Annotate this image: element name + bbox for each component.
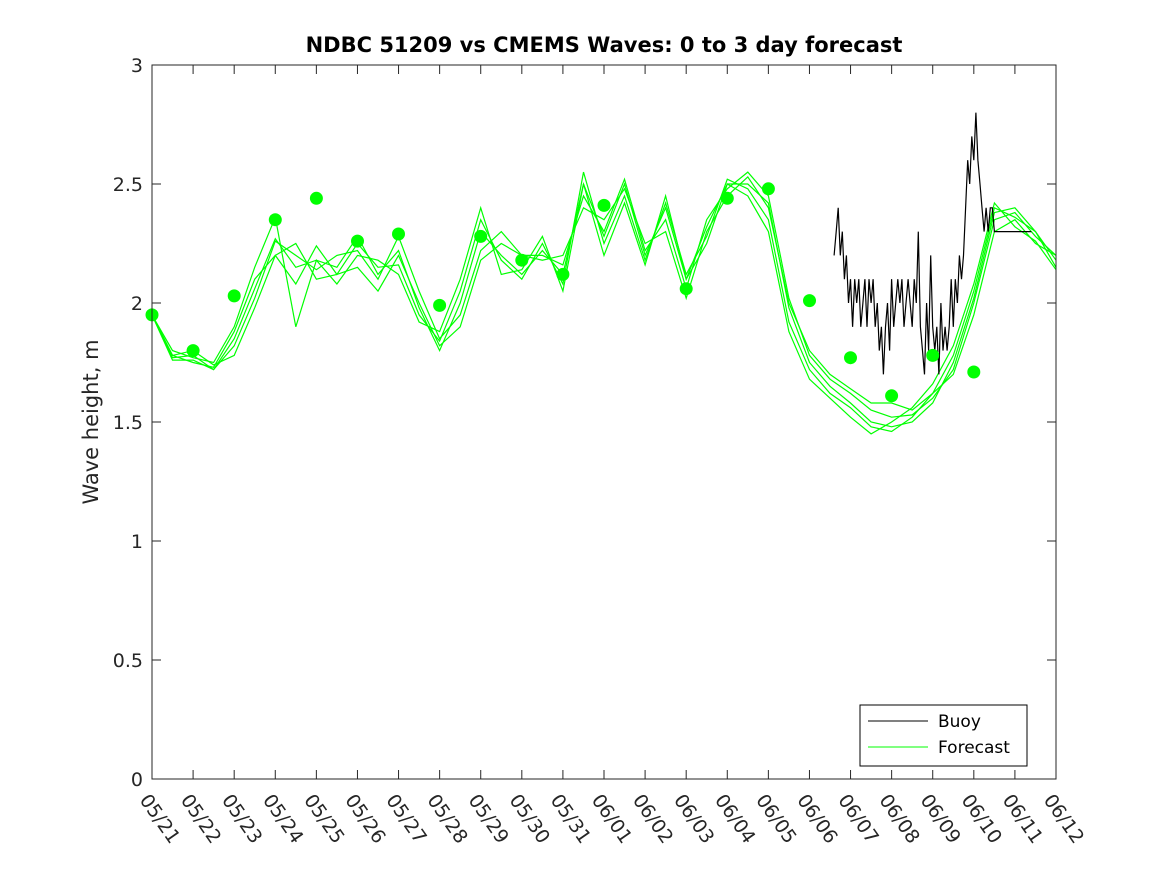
forecast-marker	[844, 351, 857, 365]
y-tick-label: 0.5	[113, 650, 143, 672]
legend-box	[859, 704, 1028, 767]
forecast-marker	[186, 344, 200, 358]
y-tick-label: 0	[131, 769, 143, 791]
forecast-marker	[351, 234, 364, 248]
forecast-marker	[309, 191, 323, 205]
y-tick-label: 3	[131, 55, 143, 77]
forecast-marker	[392, 227, 405, 241]
forecast-marker	[556, 267, 570, 281]
series-layer	[151, 112, 1057, 435]
y-tick-label: 2.5	[113, 174, 143, 196]
forecast-marker	[679, 282, 693, 296]
series-line-forecast-2	[151, 181, 1057, 428]
legend-label-buoy: Buoy	[938, 712, 981, 732]
plot-area	[152, 65, 1056, 779]
forecast-marker	[515, 253, 529, 267]
forecast-marker	[926, 348, 940, 362]
y-tick-label: 1.5	[113, 412, 143, 434]
chart-title: NDBC 51209 vs CMEMS Waves: 0 to 3 day fo…	[306, 33, 903, 57]
y-tick-label: 1	[131, 531, 143, 553]
series-line-buoy	[833, 112, 1032, 375]
forecast-marker	[803, 294, 816, 308]
y-axis-label: Wave height, m	[79, 339, 103, 504]
series-line-forecast-4	[151, 183, 1057, 435]
legend: Buoy Forecast	[859, 704, 1028, 767]
marker-layer	[145, 182, 981, 403]
forecast-marker	[720, 191, 734, 205]
series-line-forecast-3	[151, 171, 1057, 433]
legend-label-forecast: Forecast	[938, 738, 1010, 758]
forecast-marker	[433, 298, 447, 312]
series-line-forecast-1	[151, 171, 1057, 418]
forecast-marker	[474, 229, 488, 243]
y-tick-label: 2	[131, 293, 143, 315]
forecast-marker	[967, 365, 981, 379]
series-line-forecast-0	[151, 175, 1057, 411]
forecast-marker	[885, 389, 899, 403]
forecast-marker	[227, 289, 241, 303]
forecast-marker	[597, 198, 611, 212]
forecast-marker	[268, 213, 282, 227]
forecast-marker	[761, 182, 775, 196]
